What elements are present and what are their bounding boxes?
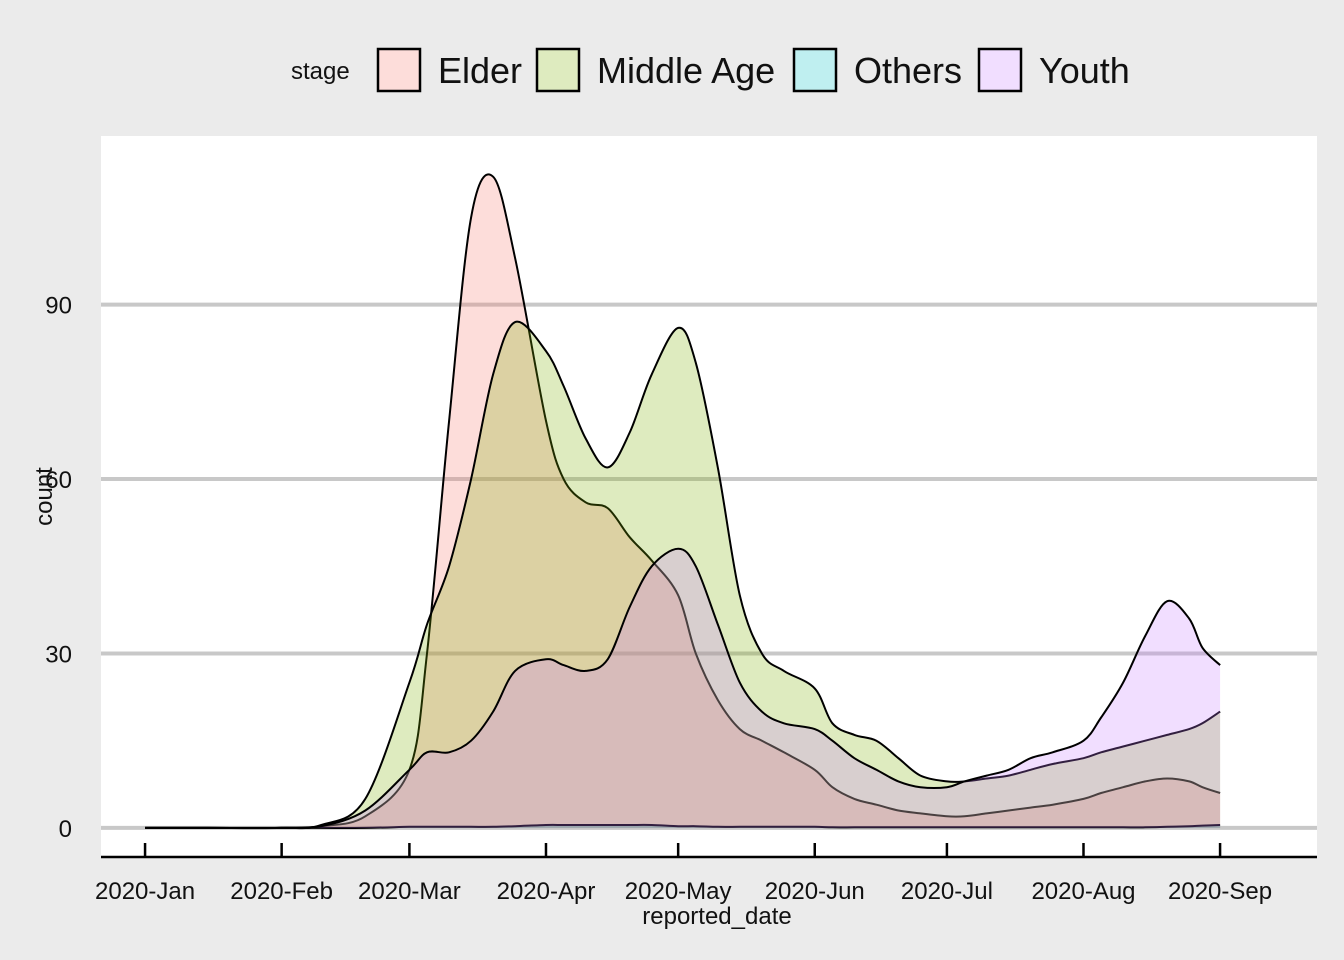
outline-others <box>145 823 1221 829</box>
outline-middle-age <box>145 320 1221 830</box>
legend-title: stage <box>291 58 350 85</box>
legend-key-bg-others <box>794 49 836 91</box>
x-tick-label: 2020-Jun <box>765 878 865 905</box>
y-tick-label: 30 <box>45 641 72 668</box>
y-axis-title: count <box>31 467 58 526</box>
legend-key-others <box>792 47 838 93</box>
x-tick-label: 2020-Feb <box>230 878 333 905</box>
x-tick-label: 2020-Aug <box>1031 878 1135 905</box>
outline-youth <box>145 547 1221 830</box>
x-tick-label: 2020-Jul <box>901 878 993 905</box>
legend-key-bg-elder <box>378 49 420 91</box>
legend-label-others: Others <box>854 50 962 91</box>
area-elder <box>145 174 1221 829</box>
x-tick-label: 2020-May <box>625 878 732 905</box>
x-tick-label: 2020-Jan <box>95 878 195 905</box>
legend-key-bg-youth <box>979 49 1021 91</box>
legend-label-elder: Elder <box>438 50 522 91</box>
area-youth <box>145 548 1221 829</box>
legend-key-elder <box>376 47 422 93</box>
legend-label-youth: Youth <box>1039 50 1130 91</box>
y-tick-label: 60 <box>45 467 72 494</box>
area-middle-age <box>145 321 1221 829</box>
axes: 2020-Jan 2020-Feb 2020-Mar 2020-Apr 2020-May… <box>45 293 1317 905</box>
density-areas <box>145 173 1221 830</box>
legend-label-middle-age: Middle Age <box>597 50 775 91</box>
y-tick-label: 0 <box>59 816 72 843</box>
outline-elder <box>145 173 1221 830</box>
x-axis-title: reported_date <box>642 903 791 930</box>
legend-key-middle-age <box>535 47 581 93</box>
legend-key-youth <box>977 47 1023 93</box>
y-tick-label: 90 <box>45 293 72 320</box>
x-tick-label: 2020-Apr <box>497 878 596 905</box>
legend: stage Elder Middle Age Others Youth <box>291 47 1130 93</box>
plot-panel <box>101 136 1317 857</box>
x-tick-label: 2020-Mar <box>358 878 461 905</box>
x-tick-label: 2020-Sep <box>1168 878 1272 905</box>
legend-key-bg-middle-age <box>537 49 579 91</box>
